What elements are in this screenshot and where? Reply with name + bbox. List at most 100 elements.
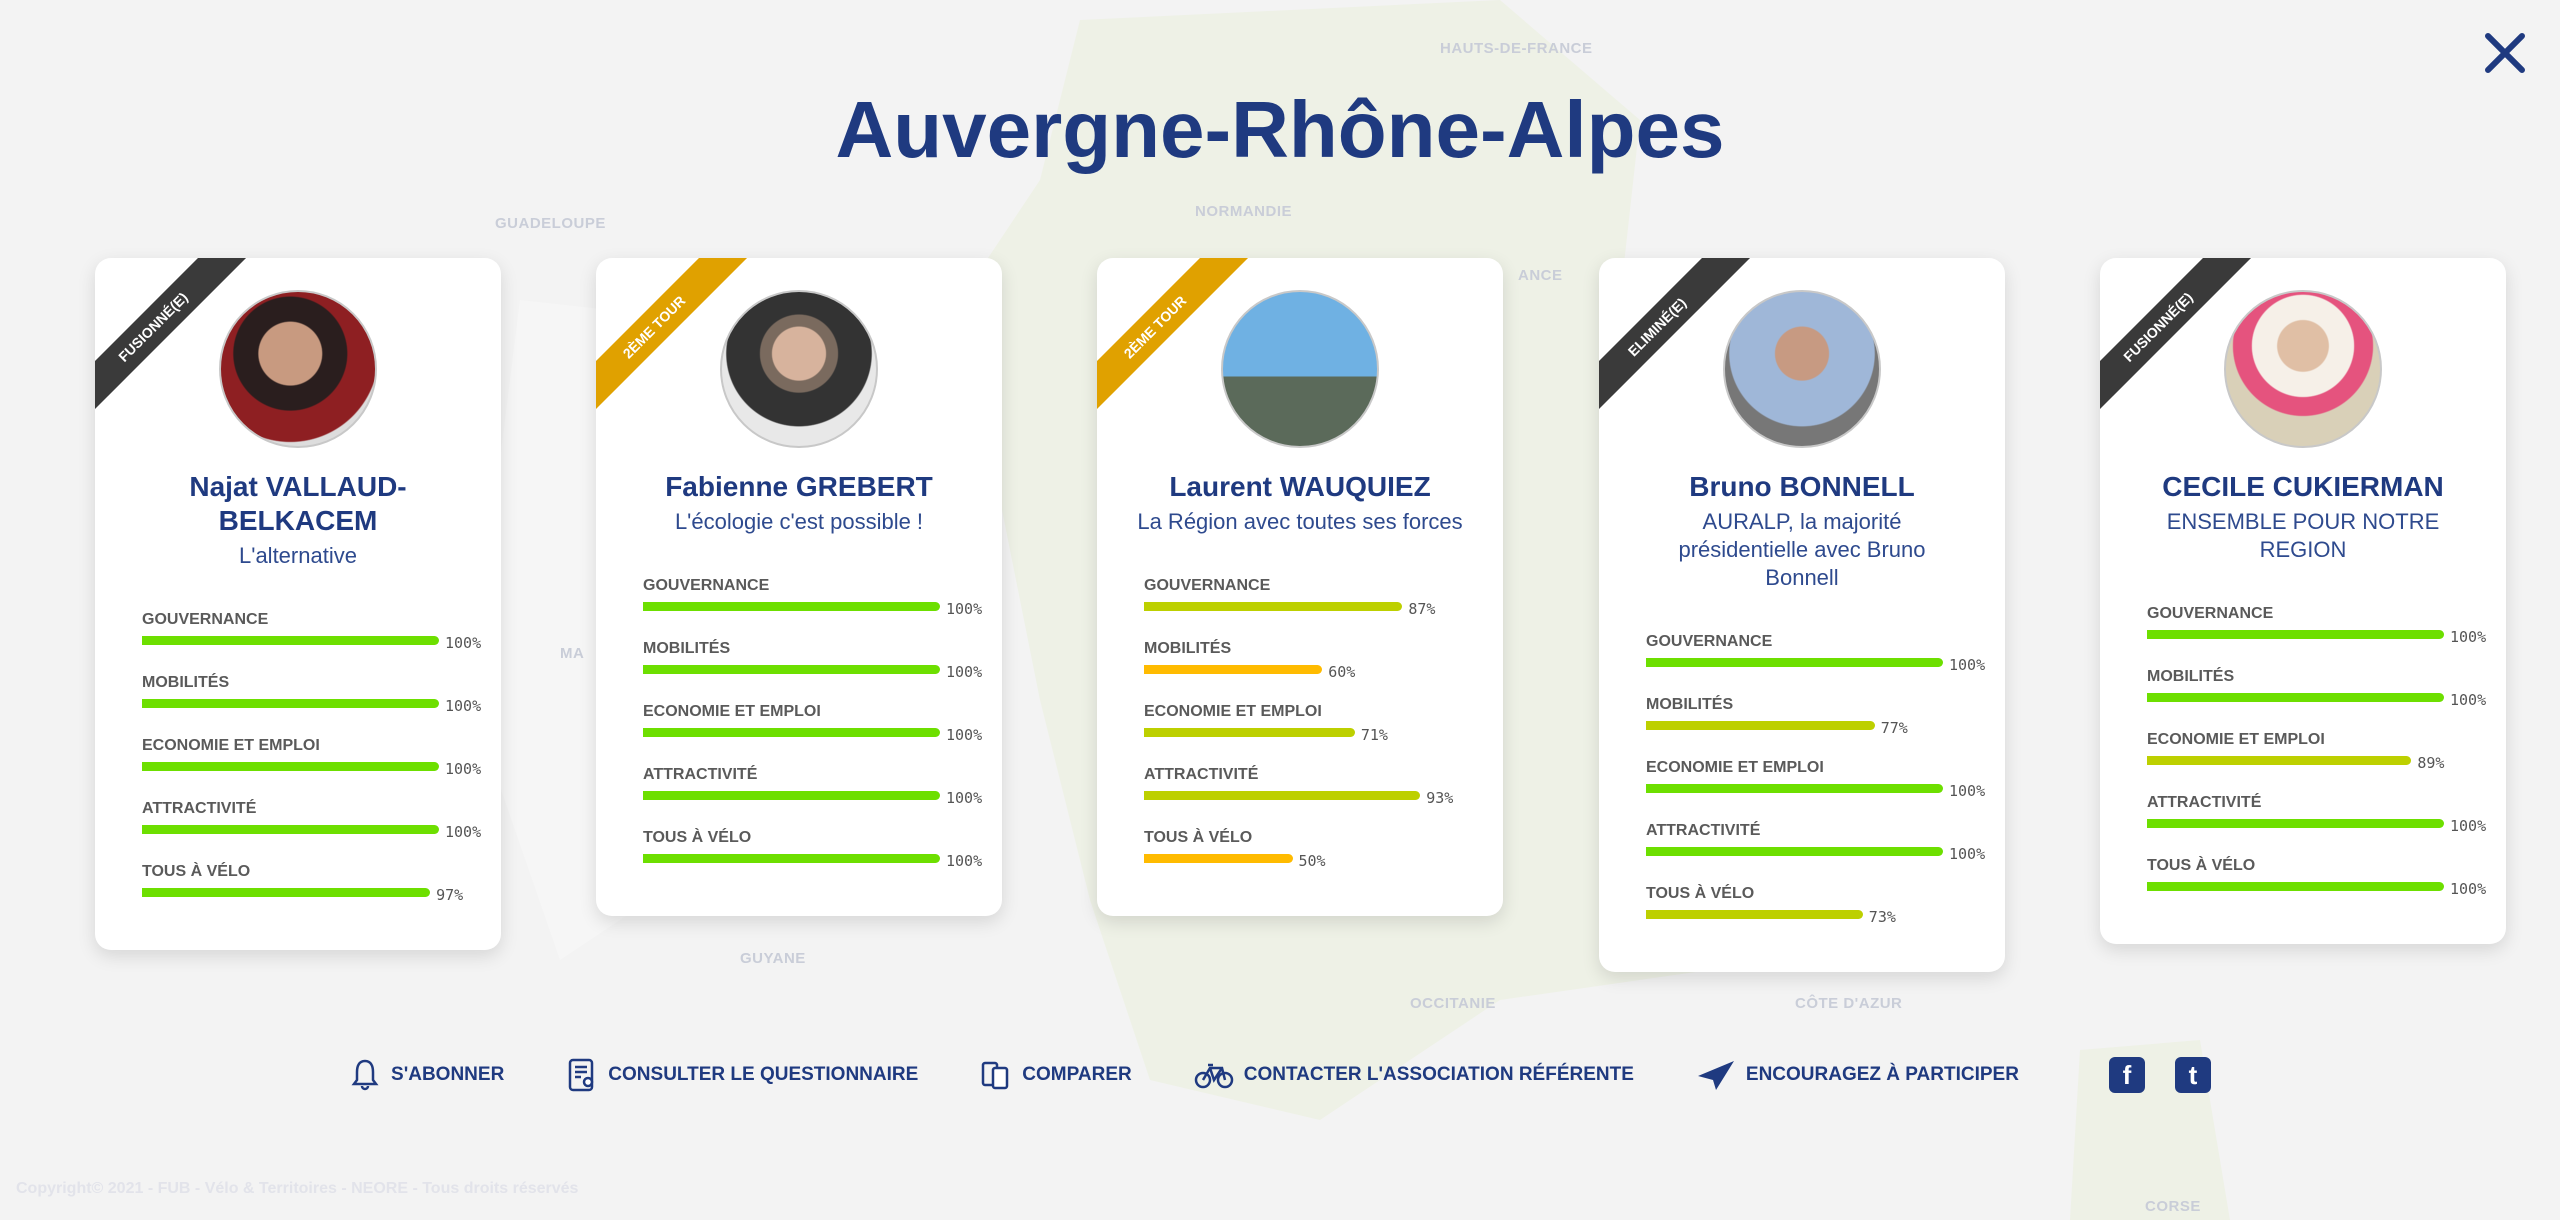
score-row: ECONOMIE ET EMPLOI 100%	[643, 702, 1002, 744]
score-bar	[1144, 601, 1403, 611]
score-value: 100%	[445, 760, 482, 778]
score-value: 100%	[445, 634, 482, 652]
score-row: TOUS À VÉLO 50%	[1144, 828, 1503, 870]
score-value: 100%	[445, 697, 482, 715]
score-value: 100%	[445, 823, 482, 841]
score-label: MOBILITÉS	[1144, 640, 1232, 657]
score-list: GOUVERNANCE 100% MOBILITÉS 100% ECONOMIE…	[596, 576, 1002, 870]
score-value: 100%	[2450, 691, 2487, 709]
score-bar	[1144, 727, 1355, 737]
score-label: MOBILITÉS	[643, 640, 731, 657]
score-value: 100%	[946, 852, 983, 870]
candidate-name: Bruno BONNELL	[1689, 471, 1915, 502]
score-value: 60%	[1328, 663, 1356, 681]
score-value: 93%	[1426, 789, 1454, 807]
subscribe-label: S'ABONNER	[391, 1064, 505, 1085]
score-bar	[2147, 692, 2444, 702]
score-row: GOUVERNANCE 100%	[643, 576, 1002, 618]
questionnaire-label: CONSULTER LE QUESTIONNAIRE	[608, 1064, 919, 1085]
candidate-photo	[219, 290, 377, 448]
score-row: ECONOMIE ET EMPLOI 71%	[1144, 702, 1503, 744]
copyright: Copyright© 2021 - FUB - Vélo & Territoir…	[16, 1180, 579, 1197]
score-list: GOUVERNANCE 100% MOBILITÉS 77% ECONOMIE …	[1599, 632, 2005, 926]
page-title: Auvergne-Rhône-Alpes	[835, 85, 1725, 174]
candidate-name: Laurent WAUQUIEZ	[1169, 471, 1431, 502]
candidate-slogan: L'écologie c'est possible !	[674, 509, 924, 534]
map-label: OCCITANIE	[1410, 995, 1496, 1012]
encourage-button[interactable]: ENCOURAGEZ À PARTICIPER	[1696, 1058, 2019, 1092]
map-label: CORSE	[2145, 1198, 2201, 1215]
score-label: ECONOMIE ET EMPLOI	[1144, 703, 1322, 720]
score-label: TOUS À VÉLO	[142, 863, 251, 880]
contact-association-button[interactable]: CONTACTER L'ASSOCIATION RÉFÉRENTE	[1194, 1058, 1634, 1092]
score-bar	[643, 664, 940, 674]
score-value: 100%	[2450, 817, 2487, 835]
score-bar	[643, 601, 940, 611]
score-row: MOBILITÉS 100%	[142, 673, 501, 715]
map-label: HAUTS-DE-FRANCE	[1440, 40, 1593, 57]
questionnaire-icon	[569, 1058, 594, 1092]
score-row: MOBILITÉS 77%	[1646, 695, 2005, 737]
score-label: MOBILITÉS	[142, 674, 230, 691]
subscribe-button[interactable]: S'ABONNER	[349, 1058, 504, 1092]
score-bar	[142, 824, 439, 834]
candidate-card[interactable]: FUSIONNÉ(E) CECILE CUKIERMAN ENSEMBLE PO…	[2100, 258, 2506, 944]
score-row: TOUS À VÉLO 73%	[1646, 884, 2005, 926]
candidate-slogan: AURALP, la majorité présidentielle avec …	[1678, 509, 1926, 590]
score-value: 100%	[1949, 845, 1986, 863]
score-row: TOUS À VÉLO 100%	[2147, 856, 2506, 898]
candidate-name: CECILE CUKIERMAN	[2162, 471, 2444, 502]
score-row: MOBILITÉS 100%	[2147, 667, 2506, 709]
map-label: CÔTE D'AZUR	[1795, 995, 1903, 1012]
candidate-photo	[1723, 290, 1881, 448]
score-list: GOUVERNANCE 100% MOBILITÉS 100% ECONOMIE…	[95, 610, 501, 904]
score-row: ATTRACTIVITÉ 93%	[1144, 765, 1503, 807]
score-label: GOUVERNANCE	[142, 611, 269, 628]
candidate-card[interactable]: ELIMINÉ(E) Bruno BONNELL AURALP, la majo…	[1599, 258, 2005, 972]
candidate-name: Najat VALLAUD-BELKACEM	[189, 471, 407, 536]
score-label: ECONOMIE ET EMPLOI	[1646, 759, 1824, 776]
score-value: 100%	[946, 789, 983, 807]
score-value: 97%	[436, 886, 464, 904]
candidate-card[interactable]: 2ÈME TOUR Laurent WAUQUIEZ La Région ave…	[1097, 258, 1503, 916]
score-row: ATTRACTIVITÉ 100%	[1646, 821, 2005, 863]
candidate-card[interactable]: 2ÈME TOUR Fabienne GREBERT L'écologie c'…	[596, 258, 1002, 916]
score-row: ECONOMIE ET EMPLOI 100%	[1646, 758, 2005, 800]
close-icon[interactable]	[2482, 30, 2528, 76]
score-label: TOUS À VÉLO	[643, 829, 752, 846]
twitter-icon[interactable]: t	[2174, 1057, 2211, 1093]
candidate-photo	[720, 290, 878, 448]
score-list: GOUVERNANCE 100% MOBILITÉS 100% ECONOMIE…	[2100, 604, 2506, 898]
score-label: GOUVERNANCE	[643, 577, 770, 594]
score-bar	[142, 698, 439, 708]
questionnaire-button[interactable]: CONSULTER LE QUESTIONNAIRE	[566, 1058, 918, 1092]
score-label: TOUS À VÉLO	[1144, 829, 1253, 846]
score-label: TOUS À VÉLO	[1646, 885, 1755, 902]
score-bar	[2147, 881, 2444, 891]
map-label: MA	[560, 645, 585, 662]
score-value: 100%	[946, 663, 983, 681]
score-label: MOBILITÉS	[1646, 696, 1734, 713]
score-label: MOBILITÉS	[2147, 668, 2235, 685]
score-bar	[1646, 909, 1863, 919]
bell-icon	[351, 1059, 379, 1091]
score-label: ATTRACTIVITÉ	[2147, 794, 2262, 811]
score-row: TOUS À VÉLO 100%	[643, 828, 1002, 870]
facebook-icon[interactable]: f	[2108, 1057, 2145, 1093]
candidate-photo	[1221, 290, 1379, 448]
score-bar	[1144, 790, 1421, 800]
score-row: GOUVERNANCE 100%	[142, 610, 501, 652]
candidate-card[interactable]: FUSIONNÉ(E) Najat VALLAUD-BELKACEM L'alt…	[95, 258, 501, 950]
score-row: ATTRACTIVITÉ 100%	[643, 765, 1002, 807]
score-bar	[142, 635, 439, 645]
score-label: TOUS À VÉLO	[2147, 857, 2256, 874]
compare-button[interactable]: COMPARER	[980, 1058, 1132, 1092]
score-bar	[2147, 629, 2444, 639]
social-links: f t	[2108, 1057, 2211, 1093]
score-label: GOUVERNANCE	[1144, 577, 1271, 594]
score-list: GOUVERNANCE 87% MOBILITÉS 60% ECONOMIE E…	[1097, 576, 1503, 870]
score-bar	[643, 727, 940, 737]
map-label: NORMANDIE	[1195, 203, 1292, 220]
candidate-slogan: La Région avec toutes ses forces	[1137, 509, 1463, 534]
score-bar	[1646, 720, 1875, 730]
